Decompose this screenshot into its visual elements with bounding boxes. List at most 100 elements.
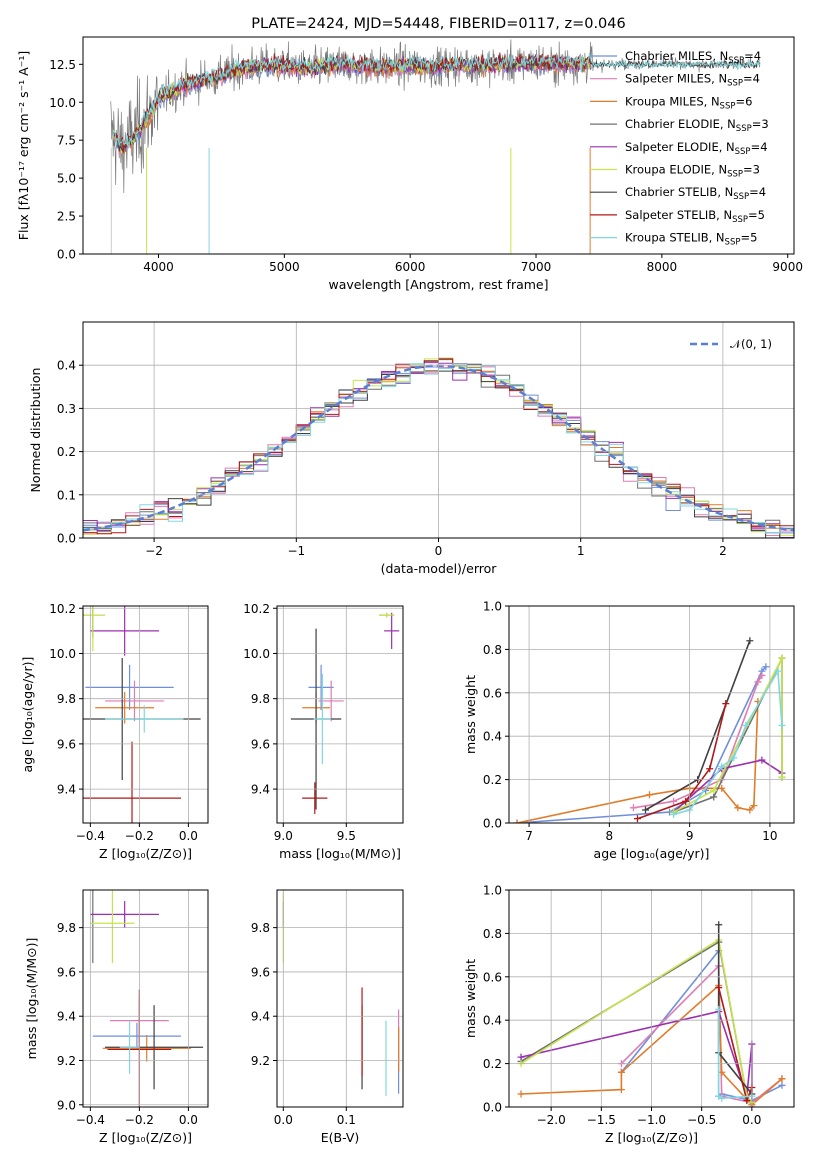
legend-label-text: Kroupa STELIB, N: [625, 231, 725, 245]
legend-label-text: Kroupa MILES, N: [625, 94, 720, 108]
panel-mw_vs_Z: −2.0 −1.5 −1.0 −0.5 0.0 0.0 0.2 0.4 0.6 0.8 1.0 Z […: [463, 884, 795, 1145]
weight-line-salpeter_stelib: [637, 703, 727, 820]
x-tick-label: −0.2: [125, 829, 154, 843]
weight-marker-salpeter_miles: [754, 678, 762, 686]
x-tick-label: 0.0: [179, 829, 198, 843]
panel-mass_vs_ebv: 0.0 0.1 9.2 9.4 9.6 9.8 E(B-V): [251, 889, 404, 1145]
legend-label-sub: SSP: [736, 124, 752, 134]
weight-marker-kroupa_miles: [778, 1075, 786, 1083]
y-tick-label: 10.0: [243, 647, 270, 661]
x-axis-label: mass [log₁₀(M/M⊙)]: [279, 846, 401, 861]
y-tick-label: 5.0: [57, 172, 76, 186]
axes-frame: [508, 605, 795, 824]
plot-area-age_vs_Z: [83, 606, 201, 823]
x-tick-label: −0.2: [125, 1113, 154, 1127]
y-tick-label: 0.0: [483, 1101, 502, 1115]
legend-label-tail: =3: [752, 117, 769, 131]
weight-marker-salpeter_elodie: [517, 1053, 525, 1061]
weight-marker-kroupa_stelib: [715, 1005, 723, 1013]
x-tick-label: 5000: [269, 260, 300, 274]
y-tick-label: 9.6: [57, 965, 76, 979]
y-tick-label: 10.2: [49, 602, 76, 616]
y-tick-label: 0.4: [483, 1014, 502, 1028]
y-tick-label: 9.6: [57, 737, 76, 751]
axes-frame: [276, 889, 404, 1108]
x-axis-label: Z [log₁₀(Z/Z⊙)]: [99, 1130, 192, 1145]
plot-area-mw_vs_age: [513, 637, 786, 823]
axes-frame: [82, 36, 795, 255]
legend-label: Salpeter STELIB, NSSP=5: [625, 208, 765, 225]
legend-label-sub: SSP: [727, 79, 743, 89]
weight-marker-kroupa_miles: [718, 784, 726, 792]
weight-marker-salpeter_stelib: [743, 1096, 751, 1104]
weight-marker-kroupa_miles: [617, 1086, 625, 1094]
weight-marker-chabrier_miles: [778, 1081, 786, 1089]
y-tick-label: 0.0: [57, 248, 76, 262]
y-tick-label: 9.8: [251, 692, 270, 706]
weight-marker-salpeter_miles: [629, 804, 637, 812]
x-tick-label: −0.4: [76, 1113, 105, 1127]
weight-marker-salpeter_miles: [670, 797, 678, 805]
y-tick-label: 9.4: [57, 783, 76, 797]
weight-line-salpeter_elodie: [673, 759, 783, 813]
legend-label-sub: SSP: [725, 238, 741, 248]
legend-label-tail: =4: [751, 140, 768, 154]
y-axis-label: mass weight: [463, 959, 478, 1038]
weight-marker-kroupa_miles: [645, 791, 653, 799]
x-tick-label: 9000: [772, 260, 803, 274]
x-axis-label: age [log₁₀(age/yr)]: [594, 846, 710, 861]
x-tick-label: −1: [287, 544, 305, 558]
weight-marker-kroupa_elodie: [778, 654, 786, 662]
y-tick-label: 2.5: [57, 210, 76, 224]
x-tick-label: 0.0: [274, 1113, 293, 1127]
y-tick-label: 0.0: [57, 532, 76, 546]
legend-label-tail: =4: [749, 185, 766, 199]
y-axis-label: age [log₁₀(age/yr)]: [20, 657, 35, 773]
y-tick-label: 9.4: [251, 1010, 270, 1024]
x-tick-label: 0.1: [337, 1113, 356, 1127]
legend-label-text: Salpeter STELIB, N: [625, 208, 732, 222]
legend-label: Salpeter ELODIE, NSSP=4: [625, 140, 768, 157]
weight-marker-kroupa_stelib: [718, 1094, 726, 1102]
axes-frame: [276, 605, 404, 824]
y-tick-label: 0.6: [483, 970, 502, 984]
weight-marker-kroupa_miles: [734, 804, 742, 812]
panel-spectrum: 4000 5000 6000 7000 8000 9000 0.0 2.5 5.0 7.5 10.0…: [16, 36, 803, 292]
x-tick-label: 8: [606, 829, 614, 843]
weight-marker-kroupa_stelib: [718, 763, 726, 771]
panel-mass_vs_Z: −0.4 −0.2 0.0 9.0 9.2 9.4 9.6 9.8 Z [log₁₀(Z/Z⊙)…: [24, 889, 209, 1145]
y-tick-label: 10.0: [49, 647, 76, 661]
y-tick-label: 1.0: [483, 600, 502, 614]
axes-frame: [508, 889, 795, 1108]
plot-area-spectrum: [110, 39, 761, 254]
legend-label-sub: SSP: [735, 147, 751, 157]
x-tick-label: 9.5: [337, 829, 356, 843]
legend-label: Salpeter MILES, NSSP=4: [625, 72, 760, 89]
x-axis-label: wavelength [Angstrom, rest frame]: [328, 277, 548, 292]
legend-label-text: Chabrier MILES, N: [625, 49, 728, 63]
y-tick-label: 9.8: [57, 921, 76, 935]
chart-title: PLATE=2424, MJD=54448, FIBERID=0117, z=0…: [251, 16, 625, 32]
weight-marker-kroupa_miles: [746, 806, 754, 814]
legend-label-text: Chabrier ELODIE, N: [625, 117, 736, 131]
model-spectrum-kroupa_stelib: [112, 52, 760, 149]
weight-marker-chabrier_stelib: [641, 806, 649, 814]
legend-label-text: Salpeter ELODIE, N: [625, 140, 735, 154]
weight-marker-kroupa_miles: [513, 819, 521, 823]
weight-line-kroupa_stelib: [717, 1009, 752, 1100]
x-tick-label: 0.0: [742, 1113, 761, 1127]
y-tick-label: 0.8: [483, 927, 502, 941]
weight-marker-salpeter_stelib: [633, 815, 641, 823]
legend-label-text: Salpeter MILES, N: [625, 72, 727, 86]
weight-marker-chabrier_stelib: [715, 921, 723, 929]
x-tick-label: −1.0: [637, 1113, 666, 1127]
panel-mw_vs_age: 7 8 9 10 0.0 0.2 0.4 0.6 0.8 1.0 age [log₁₀(age/yr…: [463, 600, 795, 861]
weight-marker-kroupa_stelib: [670, 810, 678, 818]
y-axis-label: mass weight: [463, 675, 478, 754]
y-tick-label: 10.2: [243, 602, 270, 616]
weight-marker-kroupa_miles: [617, 1068, 625, 1076]
legend-label-sub: SSP: [720, 101, 736, 111]
y-tick-label: 9.6: [251, 737, 270, 751]
x-tick-label: 1: [577, 544, 585, 558]
